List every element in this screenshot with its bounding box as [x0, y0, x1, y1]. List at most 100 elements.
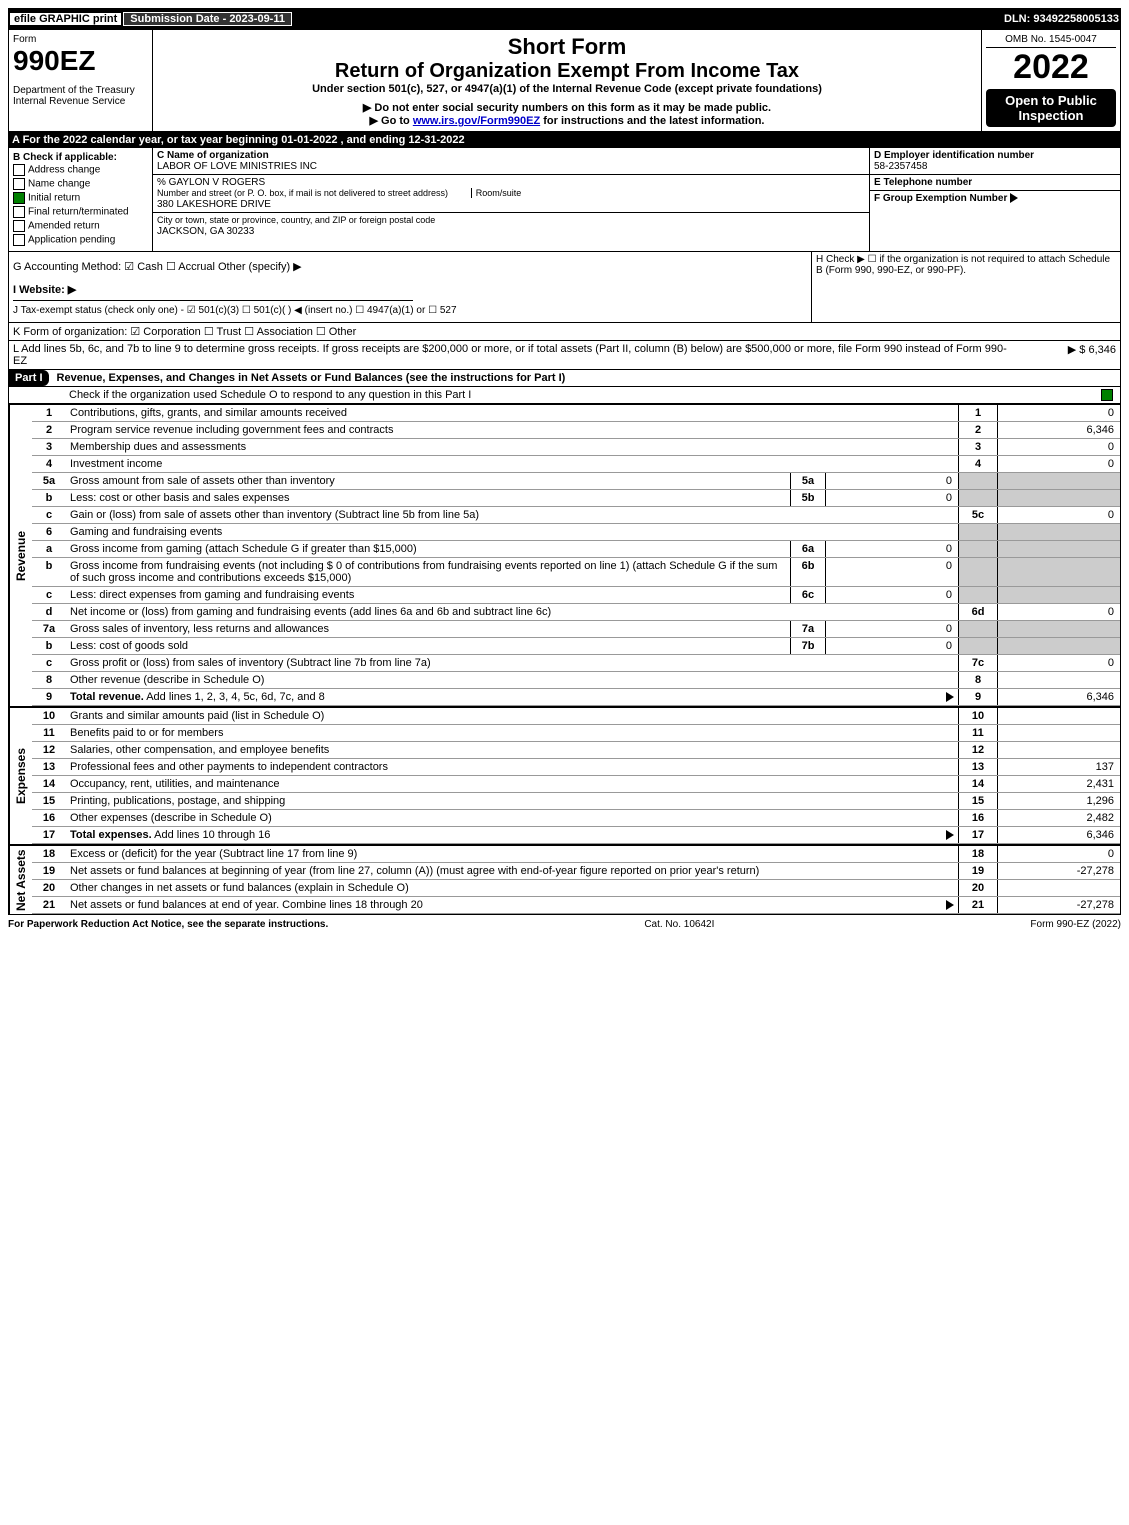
arrow-icon — [1010, 193, 1018, 203]
line-number: 10 — [32, 708, 66, 724]
line-text: Less: cost of goods sold — [66, 638, 790, 654]
box-b-item[interactable]: Address change — [13, 163, 148, 177]
org-info-block: B Check if applicable: Address changeNam… — [8, 148, 1121, 252]
box-b-header: B Check if applicable: — [13, 152, 148, 163]
netassets-side-label: Net Assets — [9, 846, 32, 914]
line-number: 19 — [32, 863, 66, 879]
line-number: c — [32, 587, 66, 603]
line-text: Professional fees and other payments to … — [66, 759, 958, 775]
result-value — [998, 541, 1120, 557]
line-text: Benefits paid to or for members — [66, 725, 958, 741]
line-text: Total revenue. Add lines 1, 2, 3, 4, 5c,… — [66, 689, 942, 705]
sub-line-label: 6c — [790, 587, 826, 603]
result-value: 0 — [998, 405, 1120, 421]
line-number: 18 — [32, 846, 66, 862]
org-name: LABOR OF LOVE MINISTRIES INC — [157, 161, 317, 172]
box-b-item[interactable]: Application pending — [13, 233, 148, 247]
box-b-item[interactable]: Final return/terminated — [13, 205, 148, 219]
line-h: H Check ▶ ☐ if the organization is not r… — [816, 254, 1116, 276]
line-text: Other changes in net assets or fund bala… — [66, 880, 958, 896]
street-address: 380 LAKESHORE DRIVE — [157, 199, 271, 210]
line-text: Grants and similar amounts paid (list in… — [66, 708, 958, 724]
submission-date: Submission Date - 2023-09-11 — [123, 12, 292, 26]
result-line-number: 9 — [958, 689, 998, 705]
revenue-side-label: Revenue — [9, 405, 32, 706]
line-number: d — [32, 604, 66, 620]
result-value: 0 — [998, 655, 1120, 671]
result-line-number — [958, 541, 998, 557]
result-line-number: 8 — [958, 672, 998, 688]
sub-line-value: 0 — [826, 638, 958, 654]
line-number: 20 — [32, 880, 66, 896]
line-text: Investment income — [66, 456, 958, 472]
part-i-checkbox[interactable] — [1101, 389, 1113, 401]
sub-line-value: 0 — [826, 473, 958, 489]
return-title: Return of Organization Exempt From Incom… — [157, 60, 977, 83]
line-number: 4 — [32, 456, 66, 472]
box-b-item-label: Amended return — [28, 221, 100, 232]
result-value: 6,346 — [998, 689, 1120, 705]
sub-line-label: 7b — [790, 638, 826, 654]
checkbox-icon[interactable] — [13, 164, 25, 176]
box-c-label: C Name of organization — [157, 150, 269, 161]
result-value: 0 — [998, 456, 1120, 472]
checkbox-icon[interactable] — [13, 220, 25, 232]
result-line-number: 15 — [958, 793, 998, 809]
result-line-number: 20 — [958, 880, 998, 896]
line-text: Less: direct expenses from gaming and fu… — [66, 587, 790, 603]
form-line: 1Contributions, gifts, grants, and simil… — [32, 405, 1120, 422]
line-number: 14 — [32, 776, 66, 792]
tax-year: 2022 — [986, 48, 1116, 87]
form-header: Form 990EZ Department of the Treasury In… — [8, 30, 1121, 132]
line-number: b — [32, 490, 66, 506]
footer-left: For Paperwork Reduction Act Notice, see … — [8, 919, 328, 930]
sub-line-label: 6b — [790, 558, 826, 586]
result-value — [998, 587, 1120, 603]
result-value — [998, 672, 1120, 688]
box-b-item-label: Address change — [28, 165, 100, 176]
checkbox-icon[interactable] — [13, 192, 25, 204]
line-number: 7a — [32, 621, 66, 637]
form-line: bLess: cost of goods sold7b0 — [32, 638, 1120, 655]
line-j: J Tax-exempt status (check only one) - ☑… — [13, 301, 807, 320]
form-line: 21Net assets or fund balances at end of … — [32, 897, 1120, 914]
form-line: bGross income from fundraising events (n… — [32, 558, 1120, 587]
line-number: 17 — [32, 827, 66, 843]
form-line: 2Program service revenue including gover… — [32, 422, 1120, 439]
line-number: c — [32, 507, 66, 523]
result-line-number: 6d — [958, 604, 998, 620]
checkbox-icon[interactable] — [13, 206, 25, 218]
box-b-item[interactable]: Name change — [13, 177, 148, 191]
result-value — [998, 473, 1120, 489]
result-line-number: 14 — [958, 776, 998, 792]
line-g-h-row: G Accounting Method: ☑ Cash ☐ Accrual Ot… — [8, 252, 1121, 323]
line-text: Printing, publications, postage, and shi… — [66, 793, 958, 809]
care-of: % GAYLON V ROGERS — [157, 177, 265, 188]
result-line-number: 1 — [958, 405, 998, 421]
result-line-number: 18 — [958, 846, 998, 862]
line-number: a — [32, 541, 66, 557]
checkbox-icon[interactable] — [13, 234, 25, 246]
form-line: 15Printing, publications, postage, and s… — [32, 793, 1120, 810]
checkbox-icon[interactable] — [13, 178, 25, 190]
box-b-item[interactable]: Initial return — [13, 191, 148, 205]
irs-link[interactable]: www.irs.gov/Form990EZ — [413, 115, 540, 127]
irs-label: Internal Revenue Service — [13, 96, 148, 107]
box-b-item[interactable]: Amended return — [13, 219, 148, 233]
line-text: Other expenses (describe in Schedule O) — [66, 810, 958, 826]
form-line: 7aGross sales of inventory, less returns… — [32, 621, 1120, 638]
result-line-number: 19 — [958, 863, 998, 879]
line-text: Gain or (loss) from sale of assets other… — [66, 507, 958, 523]
line-text: Net assets or fund balances at end of ye… — [66, 897, 942, 913]
result-line-number: 7c — [958, 655, 998, 671]
line-number: 8 — [32, 672, 66, 688]
result-value: 6,346 — [998, 422, 1120, 438]
form-line: 8Other revenue (describe in Schedule O)8 — [32, 672, 1120, 689]
sub-line-value: 0 — [826, 541, 958, 557]
form-word: Form — [13, 34, 148, 45]
line-number: 11 — [32, 725, 66, 741]
box-e-label: E Telephone number — [874, 177, 972, 188]
form-line: 10Grants and similar amounts paid (list … — [32, 708, 1120, 725]
part-i-check-text: Check if the organization used Schedule … — [9, 387, 1097, 403]
result-line-number: 10 — [958, 708, 998, 724]
